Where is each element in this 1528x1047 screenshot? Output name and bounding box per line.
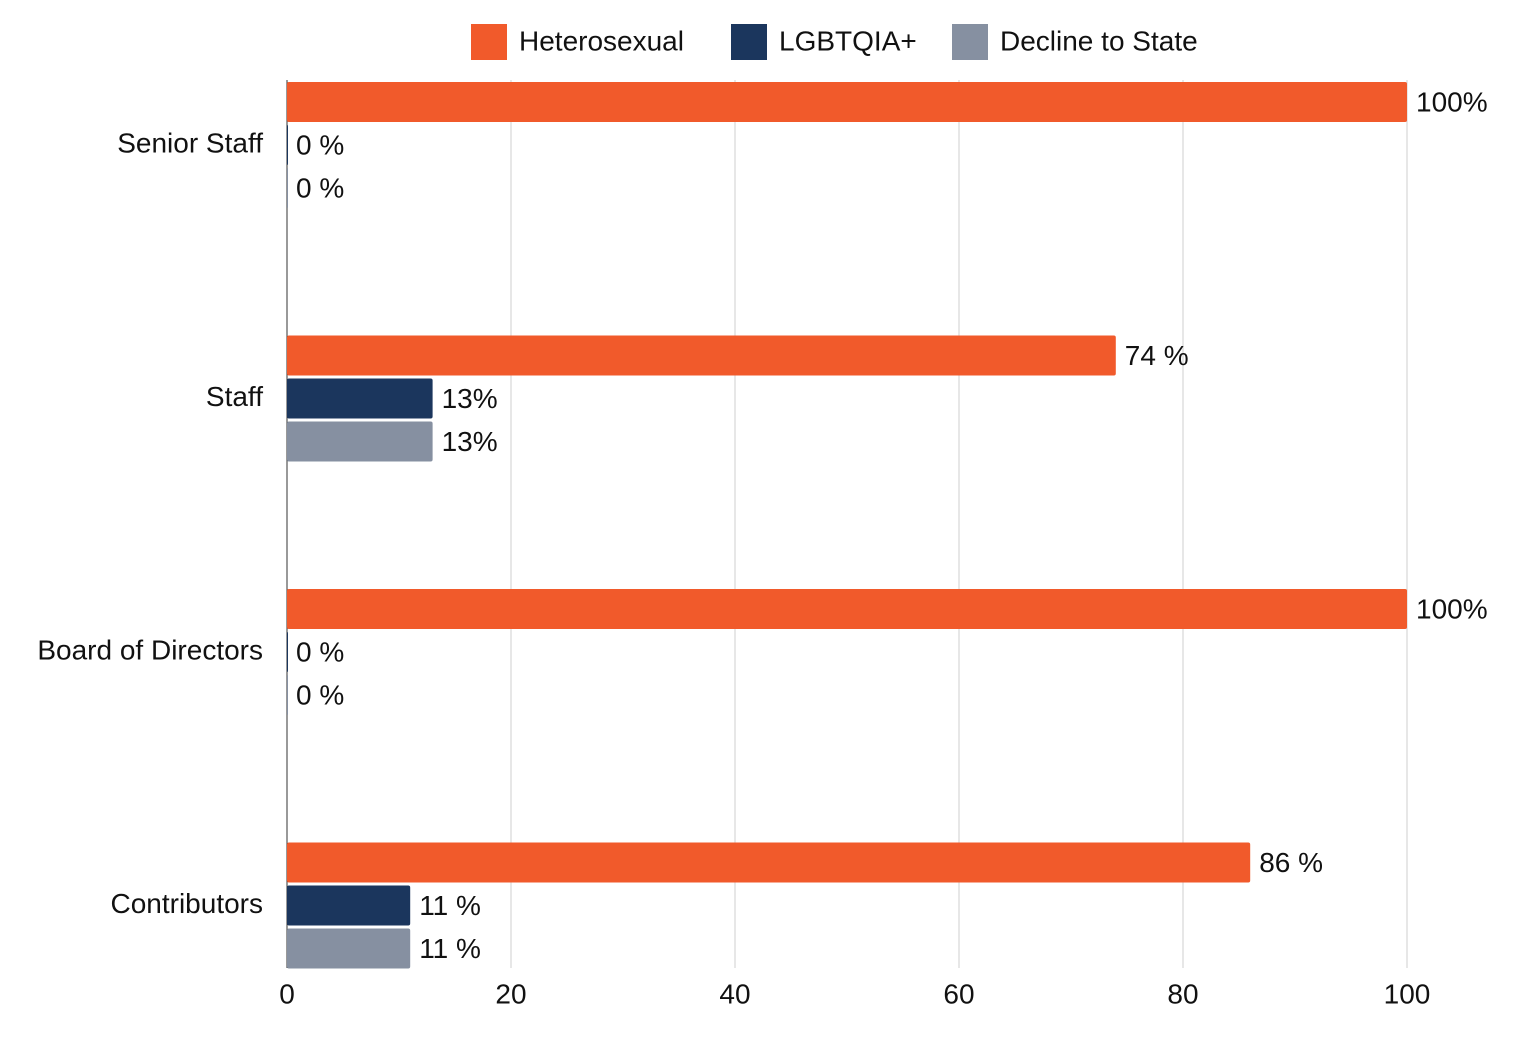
value-label: 11 %: [419, 890, 481, 921]
bar: [287, 589, 1407, 629]
bar: [287, 632, 288, 672]
x-tick-label: 80: [1167, 978, 1198, 1009]
legend-label: Heterosexual: [519, 25, 684, 56]
x-tick-label: 40: [719, 978, 750, 1009]
x-tick-label: 20: [495, 978, 526, 1009]
value-label: 13%: [442, 383, 498, 414]
y-tick-label: Contributors: [110, 888, 263, 919]
value-label: 0 %: [296, 129, 344, 160]
legend-label: Decline to State: [1000, 25, 1198, 56]
legend-label: LGBTQIA+: [779, 25, 917, 56]
bar: [287, 168, 288, 208]
y-tick-label: Senior Staff: [117, 127, 263, 158]
bar: [287, 842, 1251, 883]
value-label: 0 %: [296, 679, 344, 710]
value-label: 100%: [1416, 593, 1488, 624]
y-tick-label: Board of Directors: [37, 634, 263, 665]
legend-swatch: [471, 24, 507, 60]
bar: [287, 335, 1116, 376]
value-label: 0 %: [296, 636, 344, 667]
value-label: 13%: [442, 426, 498, 457]
bar: [287, 125, 288, 165]
value-label: 100%: [1416, 86, 1488, 117]
value-label: 11 %: [419, 933, 481, 964]
value-label: 86 %: [1259, 847, 1323, 878]
value-label: 0 %: [296, 172, 344, 203]
x-tick-label: 60: [943, 978, 974, 1009]
legend-swatch: [952, 24, 988, 60]
value-label: 74 %: [1125, 340, 1189, 371]
bar: [287, 675, 288, 715]
bar: [287, 928, 411, 969]
x-tick-label: 100: [1384, 978, 1431, 1009]
bar: [287, 378, 433, 419]
bar: [287, 421, 433, 462]
bar: [287, 885, 411, 926]
y-tick-label: Staff: [206, 381, 263, 412]
x-tick-label: 0: [279, 978, 295, 1009]
legend-swatch: [731, 24, 767, 60]
bar: [287, 82, 1407, 122]
